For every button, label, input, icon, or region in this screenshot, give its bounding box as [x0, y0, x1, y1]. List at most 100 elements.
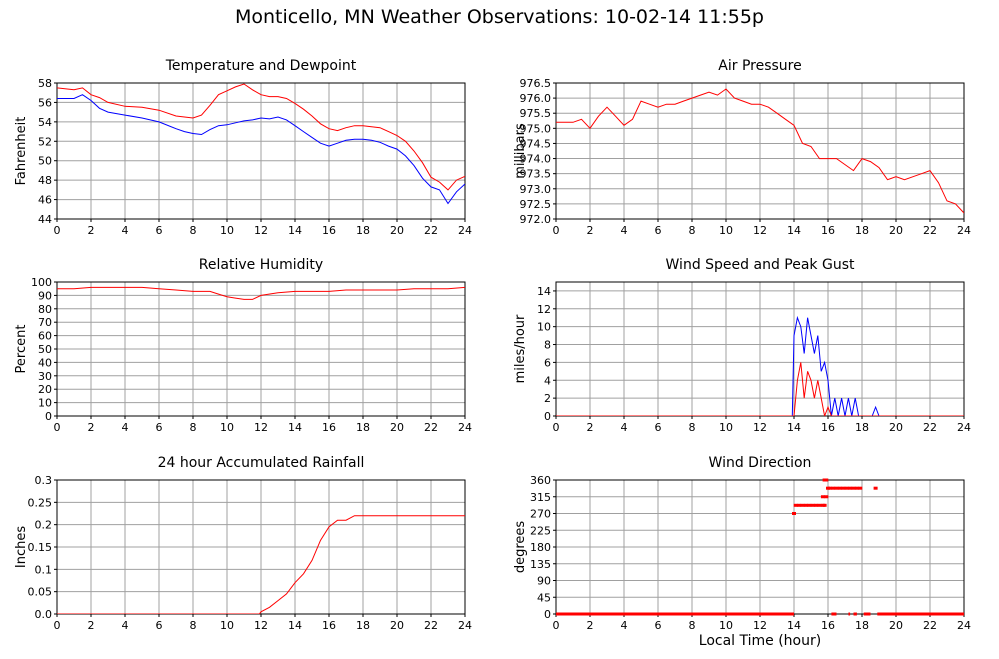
y-tick-label: 2	[544, 392, 551, 405]
x-tick-label: 12	[753, 619, 767, 632]
y-tick-label: 975.5	[520, 107, 552, 120]
data-point	[824, 478, 829, 482]
y-tick-label: 6	[544, 356, 551, 369]
x-tick-label: 24	[957, 224, 971, 237]
x-tick-label: 24	[957, 619, 971, 632]
y-tick-label: 50	[38, 155, 52, 168]
x-axis-title: Local Time (hour)	[698, 633, 822, 649]
y-tick-label: 100	[31, 276, 52, 289]
x-tick-label: 8	[190, 619, 197, 632]
y-tick-label: 48	[38, 174, 52, 187]
chart-title: Wind Direction	[709, 455, 812, 471]
chart-title: Wind Speed and Peak Gust	[666, 257, 855, 273]
x-tick-label: 8	[190, 421, 197, 434]
y-tick-label: 8	[544, 339, 551, 352]
x-tick-label: 22	[923, 421, 937, 434]
x-tick-label: 18	[356, 224, 370, 237]
x-tick-label: 16	[821, 619, 835, 632]
y-tick-label: 70	[38, 316, 52, 329]
x-tick-label: 6	[156, 421, 163, 434]
x-tick-label: 22	[923, 619, 937, 632]
x-tick-label: 4	[621, 224, 628, 237]
x-tick-label: 24	[957, 421, 971, 434]
x-tick-label: 8	[689, 224, 696, 237]
x-tick-label: 24	[458, 421, 472, 434]
y-tick-label: 360	[530, 474, 551, 487]
series-line-1	[556, 315, 964, 416]
x-tick-label: 20	[889, 421, 903, 434]
y-tick-label: 0.25	[28, 496, 53, 509]
y-axis-label: degrees	[513, 521, 528, 574]
data-point	[807, 503, 812, 507]
y-tick-label: 0.0	[35, 608, 53, 621]
x-tick-label: 18	[855, 224, 869, 237]
x-tick-label: 16	[821, 421, 835, 434]
y-tick-label: 14	[537, 285, 551, 298]
x-tick-label: 10	[220, 421, 234, 434]
y-tick-label: 972.0	[520, 213, 552, 226]
y-tick-label: 974.5	[520, 137, 552, 150]
y-tick-label: 0.1	[35, 563, 53, 576]
x-tick-label: 20	[390, 224, 404, 237]
x-tick-label: 22	[923, 224, 937, 237]
x-tick-label: 4	[122, 619, 129, 632]
y-tick-label: 45	[537, 591, 551, 604]
data-point	[803, 503, 808, 507]
y-tick-label: 58	[38, 77, 52, 90]
data-point	[831, 486, 836, 490]
series-line-2	[57, 94, 465, 205]
y-tick-label: 976.0	[520, 92, 552, 105]
y-tick-label: 0.05	[28, 586, 53, 599]
x-tick-label: 20	[889, 224, 903, 237]
data-point	[797, 503, 802, 507]
y-axis-label: Fahrenheit	[14, 117, 29, 186]
x-tick-label: 8	[190, 224, 197, 237]
data-point	[792, 512, 796, 515]
y-tick-label: 0.3	[35, 474, 53, 487]
y-axis-label: millibars	[513, 123, 528, 179]
x-tick-label: 2	[88, 619, 95, 632]
x-tick-label: 16	[322, 619, 336, 632]
data-point	[814, 503, 819, 507]
y-tick-label: 972.5	[520, 198, 552, 211]
series-line-2	[556, 362, 964, 416]
x-tick-label: 2	[587, 619, 594, 632]
y-tick-label: 0	[544, 608, 551, 621]
y-tick-label: 46	[38, 194, 52, 207]
x-tick-label: 4	[621, 619, 628, 632]
y-tick-label: 50	[38, 343, 52, 356]
y-tick-label: 180	[530, 541, 551, 554]
y-tick-label: 40	[38, 356, 52, 369]
x-tick-label: 22	[424, 421, 438, 434]
x-tick-label: 14	[787, 224, 801, 237]
chart-title: 24 hour Accumulated Rainfall	[158, 455, 365, 471]
x-tick-label: 10	[220, 224, 234, 237]
x-tick-label: 6	[655, 421, 662, 434]
x-tick-label: 6	[156, 224, 163, 237]
x-tick-label: 24	[458, 224, 472, 237]
y-tick-label: 4	[544, 374, 551, 387]
y-tick-label: 12	[537, 303, 551, 316]
x-tick-label: 14	[787, 421, 801, 434]
x-tick-label: 20	[390, 421, 404, 434]
y-tick-label: 90	[38, 289, 52, 302]
x-tick-label: 12	[254, 421, 268, 434]
x-tick-label: 8	[689, 619, 696, 632]
x-tick-label: 22	[424, 619, 438, 632]
y-tick-label: 20	[38, 383, 52, 396]
x-tick-label: 14	[787, 619, 801, 632]
x-tick-label: 0	[553, 619, 560, 632]
data-point	[817, 503, 822, 507]
y-tick-label: 10	[537, 321, 551, 334]
data-point	[851, 486, 856, 490]
data-point	[837, 486, 842, 490]
series-line-1	[57, 83, 465, 191]
data-point	[793, 503, 798, 507]
x-tick-label: 12	[753, 224, 767, 237]
x-tick-label: 6	[156, 619, 163, 632]
y-tick-label: 56	[38, 96, 52, 109]
x-tick-label: 2	[88, 421, 95, 434]
